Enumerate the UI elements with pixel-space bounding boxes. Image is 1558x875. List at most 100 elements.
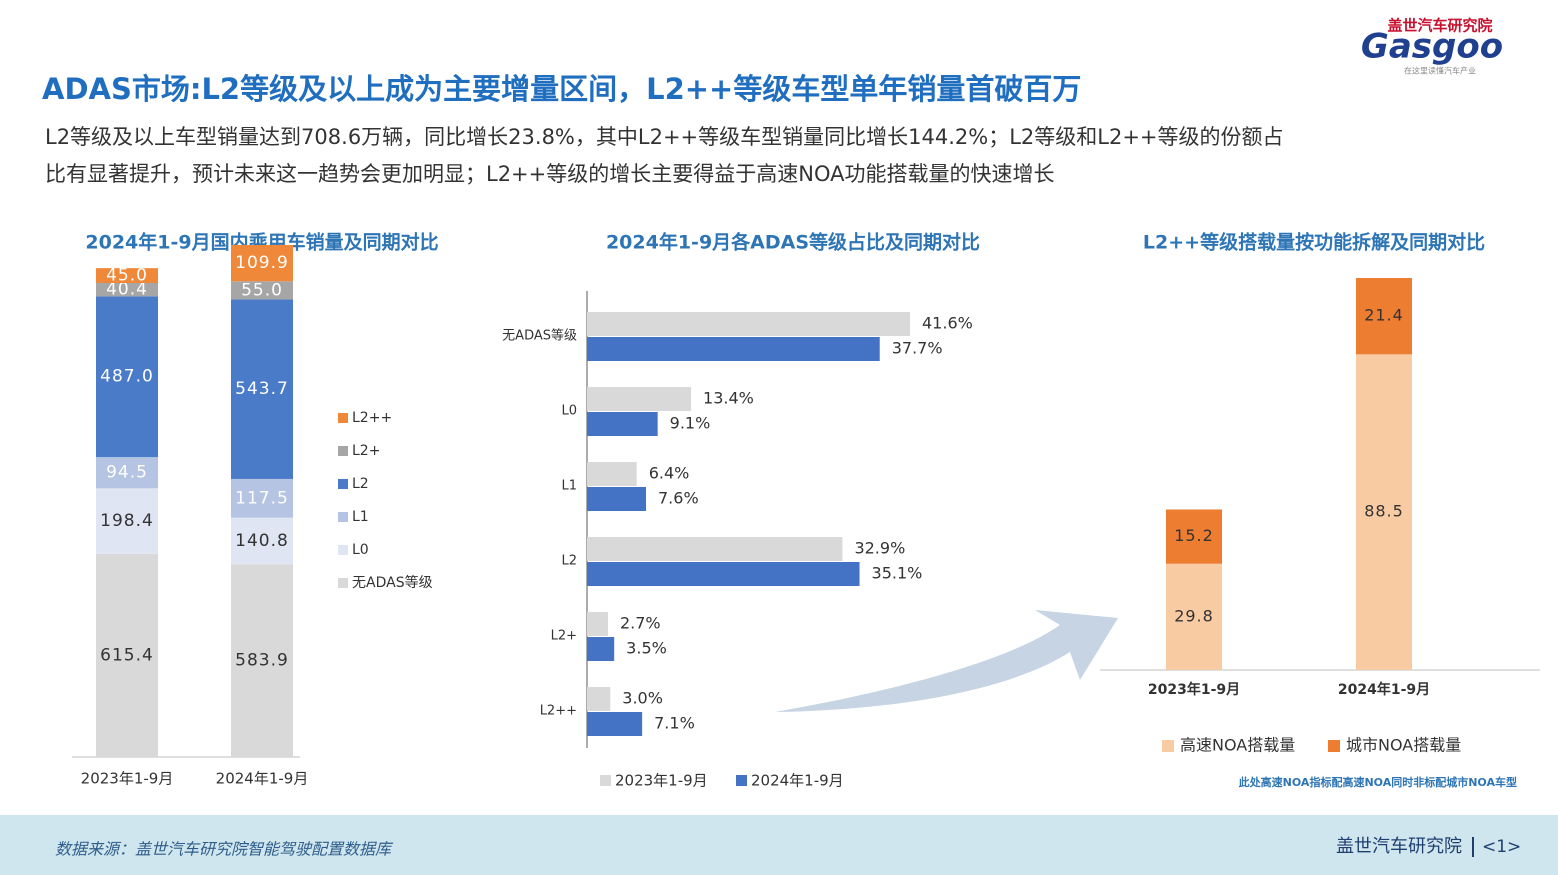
bar-segment — [231, 517, 293, 565]
legend-swatch — [338, 413, 348, 423]
bar — [587, 462, 637, 486]
data-label: 94.5 — [106, 463, 148, 483]
bar — [587, 562, 860, 586]
y-tick-label: L1 — [561, 479, 577, 494]
legend-label: L2++ — [352, 410, 392, 426]
footer-band — [0, 815, 1558, 875]
legend-label: L1 — [352, 509, 369, 525]
footer-source: 数据来源：盖世汽车研究院智能驾驶配置数据库 — [55, 840, 394, 859]
x-tick-label: 2024年1-9月 — [216, 770, 309, 788]
bar-segment — [231, 564, 293, 757]
subtitle-line: 比有显著提升，预计未来这一趋势会更加明显；L2++等级的增长主要得益于高速NOA… — [45, 162, 1054, 186]
legend-swatch — [1328, 740, 1340, 752]
bar — [587, 487, 647, 511]
legend-swatch — [338, 578, 348, 588]
bar-segment — [96, 268, 158, 284]
x-tick-label: 2024年1-9月 — [1338, 681, 1430, 698]
y-tick-label: L2++ — [540, 704, 577, 719]
chart-title: 2024年1-9月国内乘用车销量及同期对比 — [85, 231, 438, 254]
legend-label: 高速NOA搭载量 — [1180, 736, 1295, 755]
data-label: 45.0 — [106, 266, 148, 286]
data-label: 21.4 — [1364, 306, 1404, 325]
data-label: 109.9 — [235, 253, 289, 273]
data-label: 35.1% — [872, 564, 923, 583]
data-label: 15.2 — [1174, 526, 1214, 545]
data-label: 117.5 — [235, 488, 289, 508]
data-label: 487.0 — [100, 367, 154, 387]
legend-label: L0 — [352, 542, 369, 558]
data-label: 198.4 — [100, 511, 154, 531]
trend-arrow — [775, 610, 1118, 712]
legend-swatch — [338, 512, 348, 522]
data-label: 40.4 — [106, 280, 148, 300]
bar-segment — [231, 478, 293, 518]
bar-segment — [96, 457, 158, 489]
data-label: 13.4% — [703, 389, 754, 408]
x-tick-label: 2023年1-9月 — [81, 770, 174, 788]
data-label: 6.4% — [649, 464, 690, 483]
bar-segment — [96, 296, 158, 458]
bar — [587, 387, 692, 411]
bar — [587, 612, 608, 636]
footer-brand: 盖世汽车研究院 — [1336, 836, 1462, 857]
bar-segment — [231, 281, 293, 300]
data-label: 583.9 — [235, 651, 289, 671]
subtitle-line: L2等级及以上车型销量达到708.6万辆，同比增长23.8%，其中L2++等级车… — [45, 125, 1284, 149]
bar-segment — [1356, 278, 1412, 355]
bar — [587, 712, 643, 736]
legend-label: 2024年1-9月 — [751, 772, 844, 790]
bar-segment — [1356, 354, 1412, 670]
legend-swatch — [338, 545, 348, 555]
data-label: 3.0% — [622, 689, 663, 708]
chart-title: L2++等级搭载量按功能拆解及同期对比 — [1143, 231, 1485, 254]
legend-label: 无ADAS等级 — [352, 574, 433, 591]
logo-cn: 盖世汽车研究院 — [1387, 17, 1492, 35]
chart-title: 2024年1-9月各ADAS等级占比及同期对比 — [606, 231, 980, 254]
legend-label: 2023年1-9月 — [615, 772, 708, 790]
data-label: 543.7 — [235, 379, 289, 399]
bar-segment — [1166, 509, 1222, 564]
legend-swatch — [338, 446, 348, 456]
bar-segment — [231, 245, 293, 282]
logo-slogan: 在这里读懂汽车产业 — [1404, 66, 1476, 76]
bar-segment — [96, 283, 158, 297]
bar-segment — [96, 488, 158, 554]
y-tick-label: L0 — [561, 404, 577, 419]
data-label: 32.9% — [854, 539, 905, 558]
y-tick-label: 无ADAS等级 — [502, 328, 577, 344]
bar — [587, 312, 910, 336]
footer-page: <1> — [1482, 837, 1521, 857]
data-label: 41.6% — [922, 314, 973, 333]
bar — [587, 637, 615, 661]
legend-swatch — [1162, 740, 1174, 752]
note: 此处高速NOA指标配高速NOA同时非标配城市NOA车型 — [1239, 775, 1517, 789]
data-label: 37.7% — [892, 339, 943, 358]
legend-swatch — [736, 775, 747, 786]
bar — [587, 337, 880, 361]
data-label: 88.5 — [1364, 502, 1404, 521]
bar — [587, 537, 843, 561]
legend-label: L2+ — [352, 443, 380, 459]
data-label: 29.8 — [1174, 606, 1214, 625]
data-label: 140.8 — [235, 531, 289, 551]
data-label: 7.1% — [654, 714, 695, 733]
bar — [587, 412, 658, 436]
legend-swatch — [338, 479, 348, 489]
data-label: 615.4 — [100, 645, 154, 665]
y-tick-label: L2 — [561, 554, 577, 569]
bar-segment — [1166, 563, 1222, 670]
legend-label: 城市NOA搭载量 — [1346, 736, 1461, 755]
data-label: 9.1% — [670, 414, 711, 433]
bar-segment — [231, 299, 293, 479]
bar — [587, 687, 611, 711]
legend-label: L2 — [352, 476, 369, 492]
data-label: 7.6% — [658, 489, 699, 508]
data-label: 2.7% — [620, 614, 661, 633]
bar-segment — [96, 553, 158, 757]
page-title: ADAS市场:L2等级及以上成为主要增量区间，L2++等级车型单年销量首破百万 — [42, 72, 1081, 106]
logo-en: Gasgoo — [1361, 27, 1503, 67]
data-label: 3.5% — [626, 639, 667, 658]
y-tick-label: L2+ — [551, 629, 577, 644]
legend-swatch — [600, 775, 611, 786]
